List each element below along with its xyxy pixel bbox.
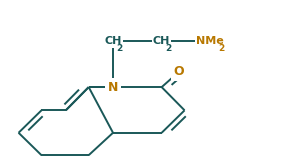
Text: CH: CH: [153, 37, 170, 46]
Text: 2: 2: [165, 44, 171, 53]
Text: CH: CH: [104, 37, 122, 46]
Text: O: O: [173, 65, 184, 78]
Text: 2: 2: [116, 44, 123, 53]
Text: N: N: [108, 81, 118, 94]
Text: NMe: NMe: [197, 37, 224, 46]
Text: 2: 2: [218, 44, 224, 53]
